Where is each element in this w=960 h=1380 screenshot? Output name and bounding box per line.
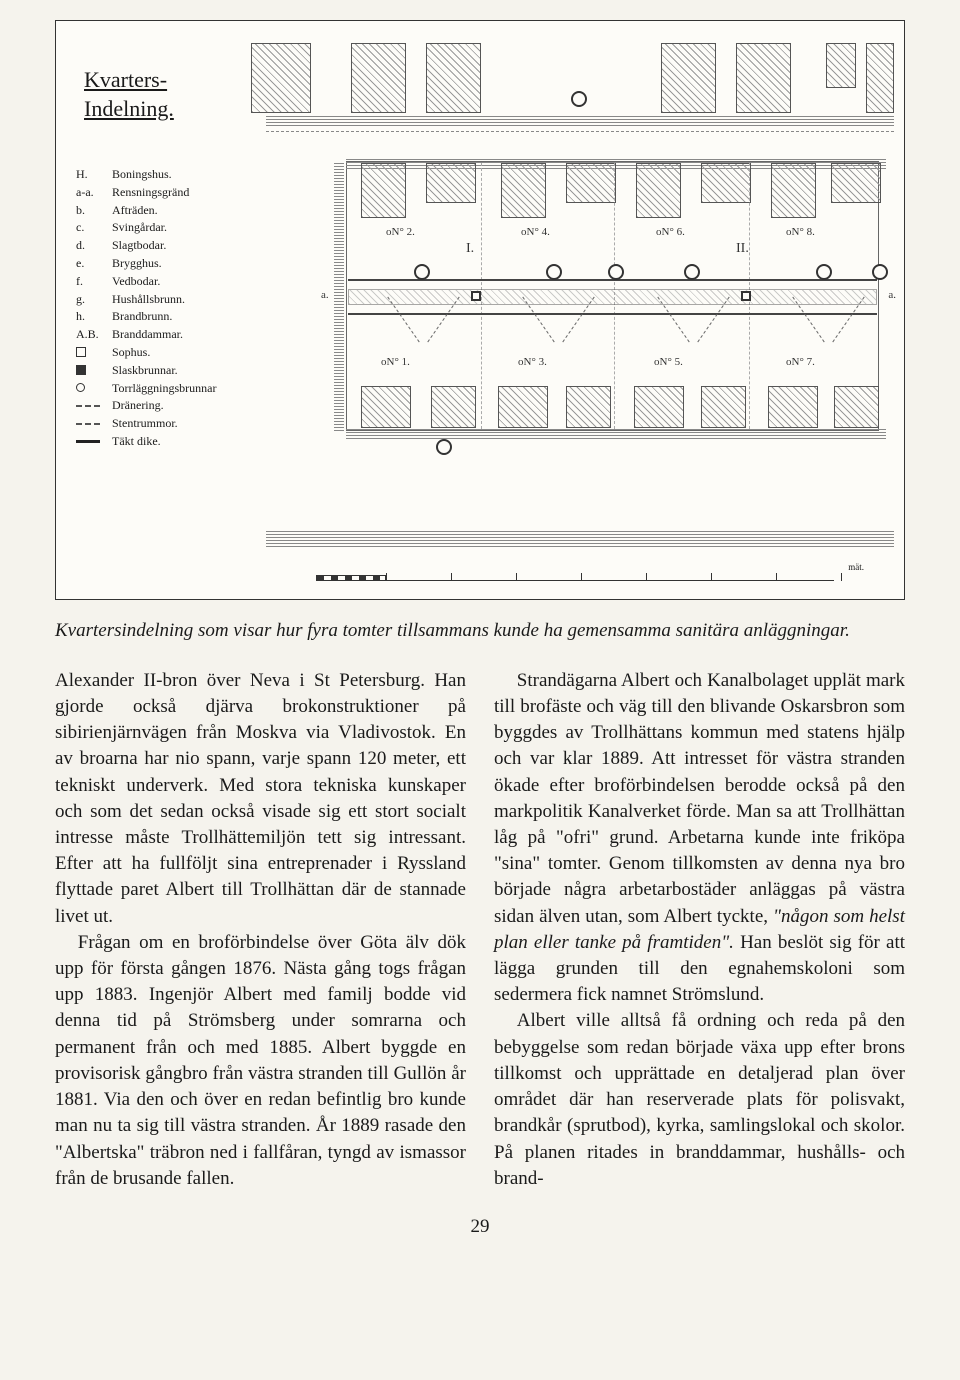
section-label: II. <box>736 241 749 257</box>
plot-label: oN° 3. <box>518 356 547 368</box>
street-border <box>346 429 886 439</box>
plot-label: oN° 8. <box>786 226 815 238</box>
building-block <box>736 43 791 113</box>
paragraph: Albert ville alltså få ordning och reda … <box>494 1008 905 1192</box>
page-number: 29 <box>55 1216 905 1238</box>
well-marker <box>684 264 700 280</box>
legend-row: g.Hushållsbrunn. <box>76 291 251 308</box>
street-border <box>266 116 894 126</box>
plot-label: oN° 4. <box>521 226 550 238</box>
paragraph: Alexander II-bron över Neva i St Petersb… <box>55 668 466 930</box>
building-block <box>834 386 879 428</box>
legend-row: c.Svingårdar. <box>76 219 251 236</box>
building-block <box>426 163 476 203</box>
building-block <box>831 163 881 203</box>
scale-unit: mät. <box>848 562 864 572</box>
title-line-2: Indelning. <box>84 96 174 121</box>
building-block <box>498 386 548 428</box>
dash-line-icon <box>76 405 100 407</box>
legend-row: Slaskbrunnar. <box>76 362 251 379</box>
square-fill-icon <box>76 365 86 375</box>
scale-bar: mät. <box>316 563 864 581</box>
plot-label: oN° 2. <box>386 226 415 238</box>
scale-line <box>386 580 834 581</box>
building-block <box>361 386 411 428</box>
legend-row: Stentrummor. <box>76 415 251 432</box>
alley-label: a. <box>888 289 896 301</box>
building-block <box>351 43 406 113</box>
building-block <box>501 163 546 218</box>
square-open-icon <box>76 347 86 357</box>
building-block <box>426 43 481 113</box>
circle-open-icon <box>76 383 85 392</box>
section-label: I. <box>466 241 474 257</box>
legend-row: h.Brandbrunn. <box>76 308 251 325</box>
building-block <box>566 386 611 428</box>
title-line-1: Kvarters- <box>84 67 167 92</box>
building-block <box>634 386 684 428</box>
building-block <box>701 386 746 428</box>
building-block <box>768 386 818 428</box>
street-border <box>334 161 344 431</box>
diagram-legend: H.Boningshus. a-a.Rensningsgränd b.Afträ… <box>76 166 251 451</box>
legend-row: a-a.Rensningsgränd <box>76 184 251 201</box>
dash-line-icon <box>76 423 100 425</box>
legend-row: e.Brygghus. <box>76 255 251 272</box>
building-block <box>636 163 681 218</box>
plot-label: oN° 6. <box>656 226 685 238</box>
paragraph: Frågan om en broförbindelse över Göta äl… <box>55 930 466 1192</box>
dashed-divider <box>266 131 894 132</box>
building-block <box>251 43 311 113</box>
legend-row: Sophus. <box>76 344 251 361</box>
building-block <box>826 43 856 88</box>
well-marker <box>816 264 832 280</box>
sophus-marker <box>471 291 481 301</box>
legend-row: d.Slagtbodar. <box>76 237 251 254</box>
paragraph: Strandägarna Albert och Kanalbolaget upp… <box>494 668 905 1009</box>
alley-label: a. <box>321 289 329 301</box>
building-block <box>866 43 894 113</box>
building-block <box>661 43 716 113</box>
well-marker <box>608 264 624 280</box>
legend-row: Täkt dike. <box>76 433 251 450</box>
well-marker <box>872 264 888 280</box>
building-block <box>701 163 751 203</box>
legend-row: b.Afträden. <box>76 202 251 219</box>
building-block <box>431 386 476 428</box>
quarter-plan-diagram: Kvarters- Indelning. H.Boningshus. a-a.R… <box>55 20 905 600</box>
sophus-marker <box>741 291 751 301</box>
scale-segment <box>316 575 386 581</box>
plot-label: oN° 5. <box>654 356 683 368</box>
plan-area: oN° 2. oN° 4. oN° 6. oN° 8. I. II. a. a. <box>266 31 894 589</box>
building-block <box>566 163 616 203</box>
well-marker <box>414 264 430 280</box>
well-marker <box>546 264 562 280</box>
diagram-title: Kvarters- Indelning. <box>84 66 174 123</box>
building-block <box>361 163 406 218</box>
legend-row: Torrläggningsbrunnar <box>76 380 251 397</box>
legend-row: f.Vedbodar. <box>76 273 251 290</box>
figure-caption: Kvartersindelning som visar hur fyra tom… <box>55 618 905 644</box>
plot-label: oN° 7. <box>786 356 815 368</box>
solid-line-icon <box>76 440 100 443</box>
plot-label: oN° 1. <box>381 356 410 368</box>
building-block <box>771 163 816 218</box>
figure-block: Kvarters- Indelning. H.Boningshus. a-a.R… <box>55 20 905 644</box>
legend-row: H.Boningshus. <box>76 166 251 183</box>
street-border <box>266 537 894 547</box>
body-text: Alexander II-bron över Neva i St Petersb… <box>55 668 905 1192</box>
legend-row: A.B.Branddammar. <box>76 326 251 343</box>
brand-well-marker <box>436 439 452 455</box>
legend-row: Dränering. <box>76 397 251 414</box>
well-marker <box>571 91 587 107</box>
